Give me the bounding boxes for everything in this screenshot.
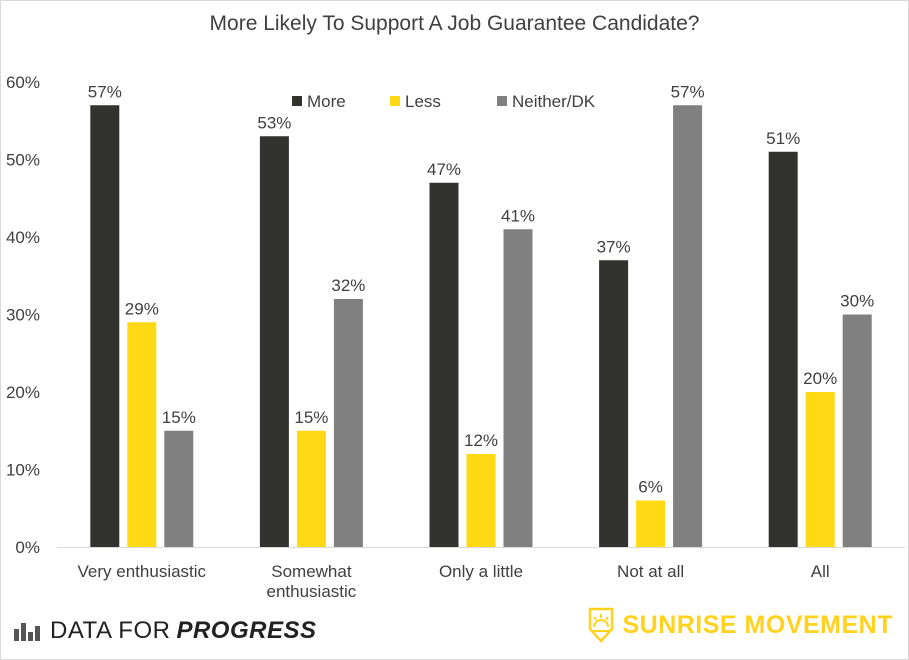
bar (805, 392, 835, 547)
data-label: 51% (766, 129, 800, 148)
legend-swatch (292, 96, 302, 106)
y-tick-label: 40% (6, 228, 40, 247)
data-label: 30% (840, 292, 874, 311)
data-label: 15% (294, 408, 328, 427)
sunrise-shield-icon (589, 607, 614, 643)
bar (636, 500, 666, 547)
bar (842, 314, 872, 547)
legend-label: Neither/DK (512, 92, 596, 111)
bar (429, 182, 459, 547)
chart-title: More Likely To Support A Job Guarantee C… (209, 12, 700, 35)
bar (673, 105, 703, 547)
bar (164, 430, 194, 547)
legend-label: More (307, 92, 346, 111)
data-label: 37% (597, 237, 631, 256)
sunrise-logo-text: SUNRISE MOVEMENT (622, 610, 893, 639)
y-tick-label: 10% (6, 461, 40, 480)
bar-chart-logo-icon (14, 621, 42, 641)
bar (127, 322, 157, 547)
data-label: 57% (88, 82, 122, 101)
logo-text-bold: PROGRESS (176, 617, 317, 644)
y-tick-label: 20% (6, 383, 40, 402)
bar (333, 299, 363, 547)
y-tick-label: 50% (6, 151, 40, 170)
y-tick-label: 30% (6, 306, 40, 325)
y-tick-label: 60% (6, 73, 40, 92)
legend-label: Less (405, 92, 441, 111)
bar (599, 260, 629, 547)
bar (768, 151, 798, 547)
data-label: 57% (671, 82, 705, 101)
data-label: 6% (638, 478, 663, 497)
x-tick-label: Very enthusiastic (78, 562, 207, 581)
legend-swatch (390, 96, 400, 106)
bar-chart: 0% 10% 20% 30% 40% 50% 60% 57% 29% 15% Very enthus… (6, 73, 905, 601)
bar (90, 105, 120, 547)
legend-swatch (497, 96, 507, 106)
sunrise-movement-logo: SUNRISE MOVEMENT (588, 605, 893, 645)
x-tick-label: Somewhat (271, 562, 352, 581)
data-label: 47% (427, 160, 461, 179)
bar (296, 430, 326, 547)
data-label: 12% (464, 431, 498, 450)
data-label: 41% (501, 206, 535, 225)
data-label: 29% (125, 299, 159, 318)
data-label: 15% (162, 408, 196, 427)
data-label: 32% (331, 276, 365, 295)
x-tick-label: Only a little (439, 562, 523, 581)
x-tick-label: All (811, 562, 830, 581)
y-tick-label: 0% (15, 538, 40, 557)
bar (466, 454, 496, 547)
logo-text-plain: DATA FOR (50, 617, 171, 644)
data-label: 53% (257, 113, 291, 132)
data-for-progress-logo: DATA FOR PROGRESS (14, 617, 317, 644)
bar (503, 229, 533, 547)
data-label: 20% (803, 369, 837, 388)
x-tick-label: enthusiastic (267, 582, 357, 601)
bar (259, 136, 289, 547)
x-tick-label: Not at all (617, 562, 684, 581)
